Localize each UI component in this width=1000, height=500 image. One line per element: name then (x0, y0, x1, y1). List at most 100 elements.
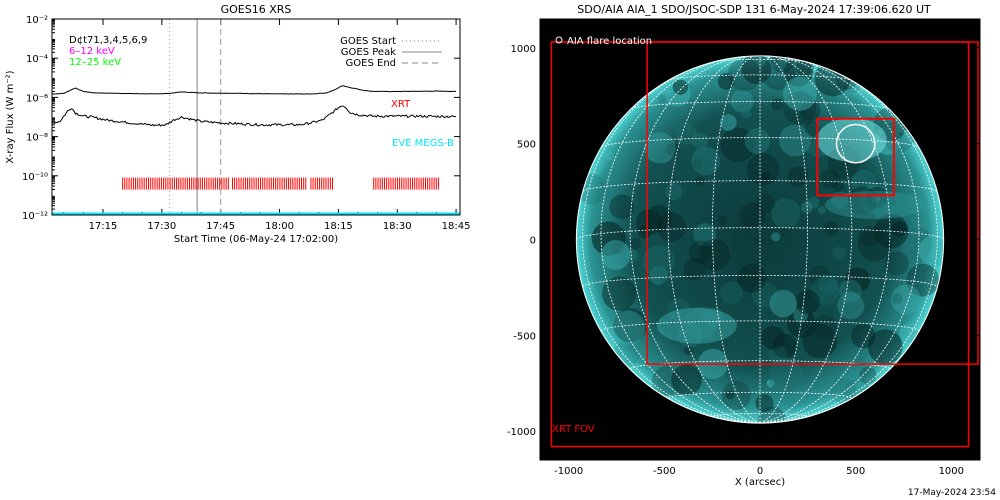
solar-texture-blob (637, 225, 652, 239)
solar-texture-blob (851, 169, 877, 196)
solar-texture-blob (604, 151, 614, 161)
solar-texture-blob (602, 276, 637, 311)
aia-title: SDO/AIA AIA_1 SDO/JSOC-SDP 131 6-May-202… (577, 3, 931, 16)
goes-x-tick-label: 17:30 (147, 221, 176, 232)
longitude-line (712, 55, 761, 424)
solar-texture-blob (768, 345, 788, 364)
solar-texture-blob (761, 171, 771, 181)
solar-texture-blob (766, 379, 775, 388)
solar-texture-blob (613, 308, 648, 343)
goes-x-tick-label: 18:45 (442, 221, 471, 232)
active-region (824, 190, 925, 219)
solar-texture-blob (746, 153, 780, 186)
solar-texture-blob (847, 186, 877, 216)
solar-texture-blob (819, 169, 840, 189)
goes-title: GOES16 XRS (221, 3, 292, 16)
solar-texture-blob (702, 307, 724, 328)
goes-y-tick-label: 10⁻⁴ (26, 54, 48, 65)
solar-texture-blob (787, 166, 809, 187)
solar-texture-blob (688, 240, 712, 264)
solar-texture-blob (635, 209, 662, 236)
solar-texture (576, 55, 944, 424)
solar-texture-blob (906, 263, 940, 297)
xrt-observation-ticks (122, 177, 439, 190)
solar-texture-blob (769, 289, 798, 318)
aia-y-tick-label: 0 (530, 236, 536, 247)
solar-texture-blob (667, 298, 690, 321)
solar-texture-blob (838, 279, 862, 303)
solar-texture-blob (591, 221, 626, 256)
solar-texture-blob (677, 322, 703, 348)
goes-y-tick-label: 10⁻⁸ (26, 133, 48, 144)
longitude-line (759, 56, 891, 424)
goes-xlabel: Start Time (06-May-24 17:02:00) (174, 234, 338, 245)
solar-texture-blob (770, 55, 795, 73)
solar-texture-blob (782, 76, 817, 111)
longitude-line (667, 55, 761, 424)
longitude-line (759, 57, 920, 424)
goes-x-tick-label: 17:45 (206, 221, 235, 232)
solar-texture-blob (684, 346, 694, 356)
solar-limb (575, 55, 945, 424)
solar-texture-blob (899, 323, 919, 343)
solar-texture-blob (666, 143, 680, 157)
solar-texture-blob (739, 202, 766, 229)
aia-y-tick-label: -500 (513, 331, 536, 342)
solar-texture-blob (756, 193, 776, 213)
goes-x-tick-label: 18:00 (265, 221, 294, 232)
legend-right-1: GOES Peak (341, 47, 396, 58)
aia-panel: SDO/AIA AIA_1 SDO/JSOC-SDP 131 6-May-202… (507, 3, 981, 488)
goes-y-tick-label: 10⁻¹² (22, 211, 48, 222)
solar-texture-blob (804, 121, 820, 136)
legend-circle-icon (555, 36, 563, 44)
goes-y-tick-label: 10⁻¹⁰ (22, 172, 48, 183)
solar-texture-blob (719, 114, 737, 131)
longitude-line (629, 56, 761, 424)
solar-texture-blob (649, 265, 668, 285)
aia-y-tick-label: 1000 (511, 44, 536, 55)
solar-texture-blob (691, 132, 708, 150)
solar-texture-blob (800, 201, 813, 214)
goes-y-tick-label: 10⁻⁶ (26, 93, 48, 104)
solar-texture-blob (717, 215, 728, 226)
solar-texture-blob (644, 132, 676, 164)
solar-texture-blob (837, 292, 865, 320)
longitude-line (600, 57, 761, 424)
solar-texture-blob (807, 196, 820, 209)
legend-right-2: GOES End (346, 58, 396, 69)
solar-texture-blob (695, 176, 705, 187)
longitude-line (759, 55, 853, 424)
solar-texture-blob (684, 306, 718, 340)
flare-location-circle (835, 123, 876, 164)
solar-texture-blob (771, 232, 781, 242)
solar-texture-blob (691, 146, 721, 176)
goes-x-tick-label: 18:15 (324, 221, 353, 232)
solar-texture-blob (611, 310, 646, 345)
solar-texture-blob (609, 194, 635, 220)
aia-x-tick-label: -1000 (554, 466, 583, 477)
solar-texture-blob (683, 257, 707, 281)
aia-legend: AIA flare location (567, 36, 652, 47)
solar-texture-blob (866, 186, 889, 209)
solar-texture-blob (851, 324, 876, 349)
solar-texture-blob (859, 366, 877, 384)
solar-texture-blob (818, 274, 839, 295)
solar-texture-blob (725, 390, 735, 400)
goes-y-tick-label: 10⁻² (26, 15, 48, 26)
solar-texture-blob (730, 89, 754, 113)
legend-left-2: 12–25 keV (69, 57, 121, 68)
eve-label: EVE MEGS-B (392, 138, 454, 149)
flare-box (816, 117, 895, 197)
solar-texture-blob (867, 329, 903, 365)
solar-texture-blob (741, 108, 752, 119)
solar-texture-blob (717, 73, 735, 90)
active-region (816, 117, 887, 162)
solar-texture-blob (884, 251, 909, 276)
solar-texture-blob (741, 55, 772, 84)
solar-texture-blob (630, 237, 642, 249)
footer-timestamp: 17-May-2024 23:54 (908, 488, 996, 498)
active-region (656, 307, 737, 344)
solar-texture-blob (890, 284, 921, 315)
xrt-fov-box (646, 41, 979, 365)
solar-texture-blob (802, 324, 838, 359)
